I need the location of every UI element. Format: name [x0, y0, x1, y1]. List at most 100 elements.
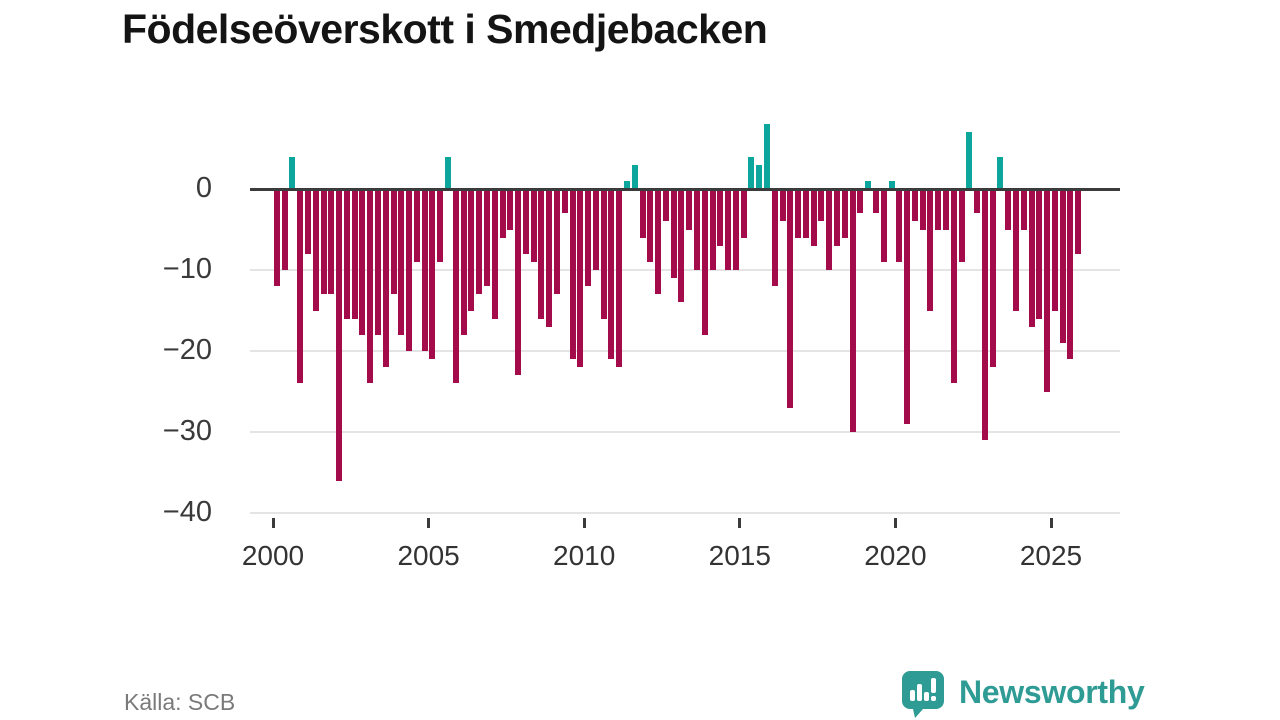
- bar-quarterly-91: [981, 189, 988, 441]
- bar-quarterly-50: [662, 189, 669, 222]
- y-tick-label: −20: [162, 334, 212, 366]
- newsworthy-logo: Newsworthy: [901, 670, 1145, 718]
- bar-quarterly-67: [795, 189, 802, 238]
- bar-quarterly-27: [483, 189, 490, 287]
- bar-quarterly-30: [507, 189, 514, 230]
- bar-quarterly-60: [740, 189, 747, 238]
- bar-quarterly-62: [756, 164, 763, 189]
- bar-quarterly-78: [880, 189, 887, 262]
- bar-quarterly-58: [725, 189, 732, 270]
- bar-quarterly-92: [989, 189, 996, 368]
- bar-quarterly-101: [1059, 189, 1066, 343]
- x-tick-label: 2015: [708, 540, 771, 571]
- bar-quarterly-55: [701, 189, 708, 335]
- bar-quarterly-41: [592, 189, 599, 270]
- bar-quarterly-22: [445, 156, 452, 189]
- bar-quarterly-28: [491, 189, 498, 319]
- bar-quarterly-46: [631, 164, 638, 189]
- bar-quarterly-64: [771, 189, 778, 287]
- bar-quarterly-59: [732, 189, 739, 270]
- bar-quarterly-56: [709, 189, 716, 270]
- bar-quarterly-25: [468, 189, 475, 311]
- bar-quarterly-29: [499, 189, 506, 238]
- x-tick: [271, 518, 275, 528]
- bar-quarterly-85: [935, 189, 942, 230]
- chart-title: Födelseöverskott i Smedjebacken: [122, 6, 768, 52]
- y-tick-label: −10: [162, 253, 212, 285]
- bar-quarterly-45: [623, 180, 630, 189]
- gridline: [250, 431, 1120, 433]
- bar-quarterly-12: [367, 189, 374, 384]
- bar-quarterly-95: [1012, 189, 1019, 311]
- bar-quarterly-73: [841, 189, 848, 238]
- bar-quarterly-13: [375, 189, 382, 335]
- newsworthy-logo-icon: [902, 671, 944, 718]
- bar-quarterly-102: [1067, 189, 1074, 360]
- bar-quarterly-96: [1020, 189, 1027, 230]
- x-tick: [427, 518, 431, 528]
- bar-quarterly-76: [865, 180, 872, 189]
- bar-quarterly-34: [538, 189, 545, 319]
- gridline: [250, 512, 1120, 514]
- bar-quarterly-93: [997, 156, 1004, 189]
- bar-quarterly-61: [748, 156, 755, 189]
- bar-quarterly-16: [398, 189, 405, 335]
- bar-quarterly-18: [413, 189, 420, 262]
- bar-quarterly-86: [942, 189, 949, 230]
- bar-quarterly-36: [553, 189, 560, 295]
- bar-quarterly-54: [694, 189, 700, 270]
- bar-quarterly-48: [647, 189, 654, 262]
- bar-quarterly-39: [577, 189, 584, 368]
- source-note: Källa: SCB: [124, 689, 236, 715]
- bar-quarterly-66: [787, 189, 794, 408]
- y-tick-label: −30: [162, 415, 212, 447]
- bar-quarterly-10: [351, 189, 358, 319]
- x-tick: [1049, 518, 1053, 528]
- bar-quarterly-97: [1028, 189, 1035, 327]
- bar-quarterly-65: [779, 189, 786, 222]
- bar-quarterly-72: [834, 189, 841, 246]
- bar-quarterly-23: [452, 189, 459, 384]
- x-tick-label: 2005: [397, 540, 460, 571]
- bar-quarterly-87: [950, 189, 957, 384]
- bar-quarterly-49: [655, 189, 662, 295]
- bar-quarterly-77: [872, 189, 879, 214]
- bar-quarterly-69: [810, 189, 817, 246]
- bar-quarterly-4: [305, 189, 311, 254]
- bar-quarterly-88: [958, 189, 965, 262]
- bar-quarterly-24: [460, 189, 467, 335]
- x-tick-label: 2010: [553, 540, 616, 571]
- bar-quarterly-103: [1075, 189, 1082, 254]
- bar-quarterly-15: [390, 189, 397, 295]
- bar-quarterly-0: [273, 189, 280, 287]
- bar-quarterly-57: [717, 189, 724, 246]
- bar-quarterly-31: [515, 189, 522, 376]
- bar-quarterly-1: [281, 189, 288, 270]
- x-tick: [738, 518, 742, 528]
- bar-quarterly-75: [857, 189, 864, 214]
- bar-quarterly-90: [974, 189, 981, 214]
- bar-quarterly-26: [476, 189, 483, 295]
- bar-quarterly-8: [336, 189, 343, 481]
- bar-quarterly-3: [297, 189, 304, 384]
- bar-quarterly-37: [561, 189, 568, 214]
- bar-quarterly-84: [927, 189, 934, 311]
- x-tick-label: 2020: [864, 540, 927, 571]
- bar-quarterly-21: [437, 189, 444, 262]
- bar-quarterly-38: [569, 189, 576, 360]
- bar-quarterly-81: [904, 189, 911, 424]
- bar-quarterly-83: [919, 189, 926, 230]
- bar-quarterly-63: [764, 124, 771, 189]
- bar-quarterly-11: [359, 189, 366, 335]
- newsworthy-logo-text: Newsworthy: [959, 673, 1145, 710]
- bar-quarterly-17: [406, 189, 413, 351]
- bar-quarterly-68: [802, 189, 809, 238]
- bar-quarterly-100: [1051, 189, 1058, 311]
- bar-quarterly-70: [818, 189, 825, 222]
- bar-quarterly-14: [382, 189, 389, 368]
- bar-quarterly-9: [343, 189, 350, 319]
- zero-axis-line: [250, 187, 1120, 191]
- bar-quarterly-80: [896, 189, 903, 262]
- bar-quarterly-44: [616, 189, 623, 368]
